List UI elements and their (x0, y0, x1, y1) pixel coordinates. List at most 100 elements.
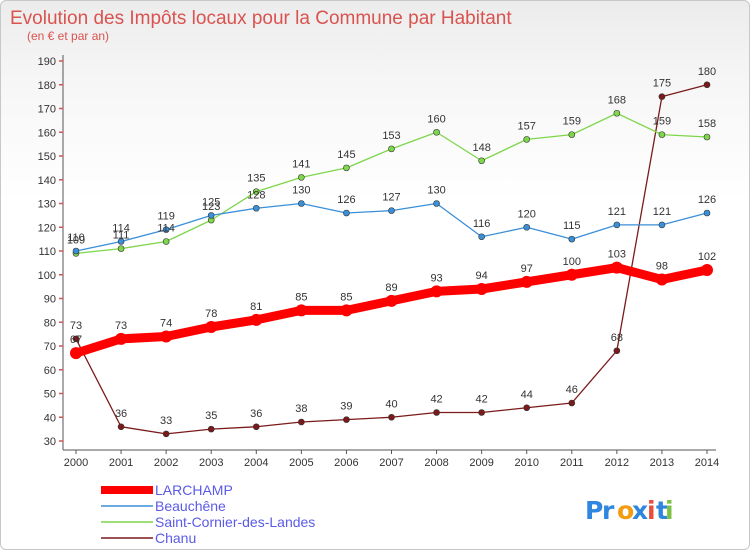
y-tick-label: 110 (38, 246, 56, 258)
data-point (433, 128, 440, 136)
data-point (478, 157, 485, 165)
data-label: 68 (611, 332, 623, 344)
data-label: 114 (112, 223, 130, 235)
y-tick-label: 170 (38, 104, 56, 116)
data-label: 126 (698, 194, 716, 206)
data-label: 67 (70, 334, 82, 346)
series-saint-cornier-des-landes (72, 109, 711, 257)
data-label: 121 (608, 206, 626, 218)
logo-letter: i (647, 496, 656, 525)
data-label: 157 (518, 120, 536, 132)
data-label: 97 (521, 263, 533, 275)
y-tick-label: 70 (44, 341, 56, 353)
y-tick-label: 120 (38, 222, 56, 234)
data-label: 111 (113, 230, 130, 242)
data-point (343, 164, 350, 172)
legend-label: LARCHAMP (155, 482, 233, 498)
data-label: 141 (292, 158, 310, 170)
data-label: 46 (566, 384, 578, 396)
data-point (298, 174, 305, 181)
data-label: 42 (430, 394, 442, 406)
data-point (388, 145, 395, 153)
data-label: 81 (250, 301, 262, 313)
series-beauch-ne (72, 200, 711, 255)
chart-subtitle: (en € et par an) (27, 29, 109, 43)
data-point (162, 226, 170, 233)
data-point (658, 131, 666, 138)
series-chanu (72, 81, 711, 438)
x-tick-label: 2014 (695, 457, 719, 469)
chart-title: Evolution des Impôts locaux pour la Comm… (10, 8, 512, 29)
data-label: 115 (563, 220, 581, 232)
data-point (703, 133, 711, 141)
y-tick-label: 140 (38, 175, 56, 187)
data-point (162, 238, 170, 245)
data-point (430, 285, 443, 298)
data-label: 36 (250, 408, 262, 420)
data-point (655, 273, 668, 286)
data-label: 160 (427, 113, 445, 125)
data-label: 119 (157, 211, 175, 223)
data-point (205, 321, 218, 333)
data-label: 73 (115, 320, 127, 332)
data-label: 114 (157, 223, 175, 235)
data-label: 102 (698, 251, 716, 263)
data-point (72, 247, 80, 255)
data-point (613, 347, 621, 355)
data-label: 85 (340, 291, 352, 303)
data-label: 120 (518, 208, 536, 220)
data-label: 180 (698, 66, 716, 78)
y-tick-label: 50 (44, 389, 56, 401)
legend: LARCHAMPBeauchêneSaint-Cornier-des-Lande… (101, 482, 315, 546)
data-point (252, 188, 260, 195)
data-label: 125 (202, 196, 220, 208)
data-label: 128 (247, 189, 265, 201)
y-tick-label: 30 (44, 436, 56, 448)
data-label: 100 (563, 256, 581, 268)
data-point (475, 283, 488, 295)
data-point (70, 347, 82, 360)
data-label: 109 (67, 234, 85, 246)
data-point (117, 238, 125, 245)
logo-letter: o (617, 496, 634, 525)
data-label: 127 (382, 192, 400, 204)
data-label: 130 (292, 185, 310, 197)
data-label: 85 (295, 291, 307, 303)
y-tick-label: 60 (44, 365, 56, 377)
data-label: 153 (382, 130, 400, 142)
data-label: 94 (476, 270, 488, 282)
data-label: 110 (67, 232, 85, 244)
data-label: 93 (430, 272, 442, 284)
x-tick-label: 2005 (289, 457, 313, 469)
data-label: 40 (385, 398, 397, 410)
data-label: 121 (653, 206, 671, 218)
data-label: 74 (160, 318, 172, 330)
data-point (117, 423, 125, 431)
data-point (207, 212, 215, 219)
data-point (520, 275, 533, 288)
data-point (298, 200, 305, 207)
x-tick-label: 2010 (514, 457, 538, 469)
data-label: 33 (160, 415, 172, 427)
y-tick-label: 190 (38, 56, 56, 68)
x-tick-label: 2007 (379, 457, 403, 469)
data-label: 89 (385, 282, 397, 294)
x-tick-label: 2003 (199, 457, 223, 469)
data-point (523, 136, 531, 143)
data-point (115, 332, 128, 345)
data-point (117, 245, 125, 252)
data-label: 175 (653, 78, 671, 90)
data-point (207, 425, 215, 433)
logo-letter: i (665, 496, 674, 525)
data-point (523, 223, 531, 231)
data-point (478, 409, 485, 416)
data-point (703, 81, 711, 89)
axes: 30 40 50 60 70 80 90 100 110 120 130 140 150 160 170 18… (38, 55, 719, 469)
data-point (343, 416, 350, 423)
x-tick-label: 2012 (605, 457, 629, 469)
y-tick-label: 150 (38, 151, 56, 163)
data-label: 123 (202, 201, 220, 213)
data-point (703, 209, 711, 217)
